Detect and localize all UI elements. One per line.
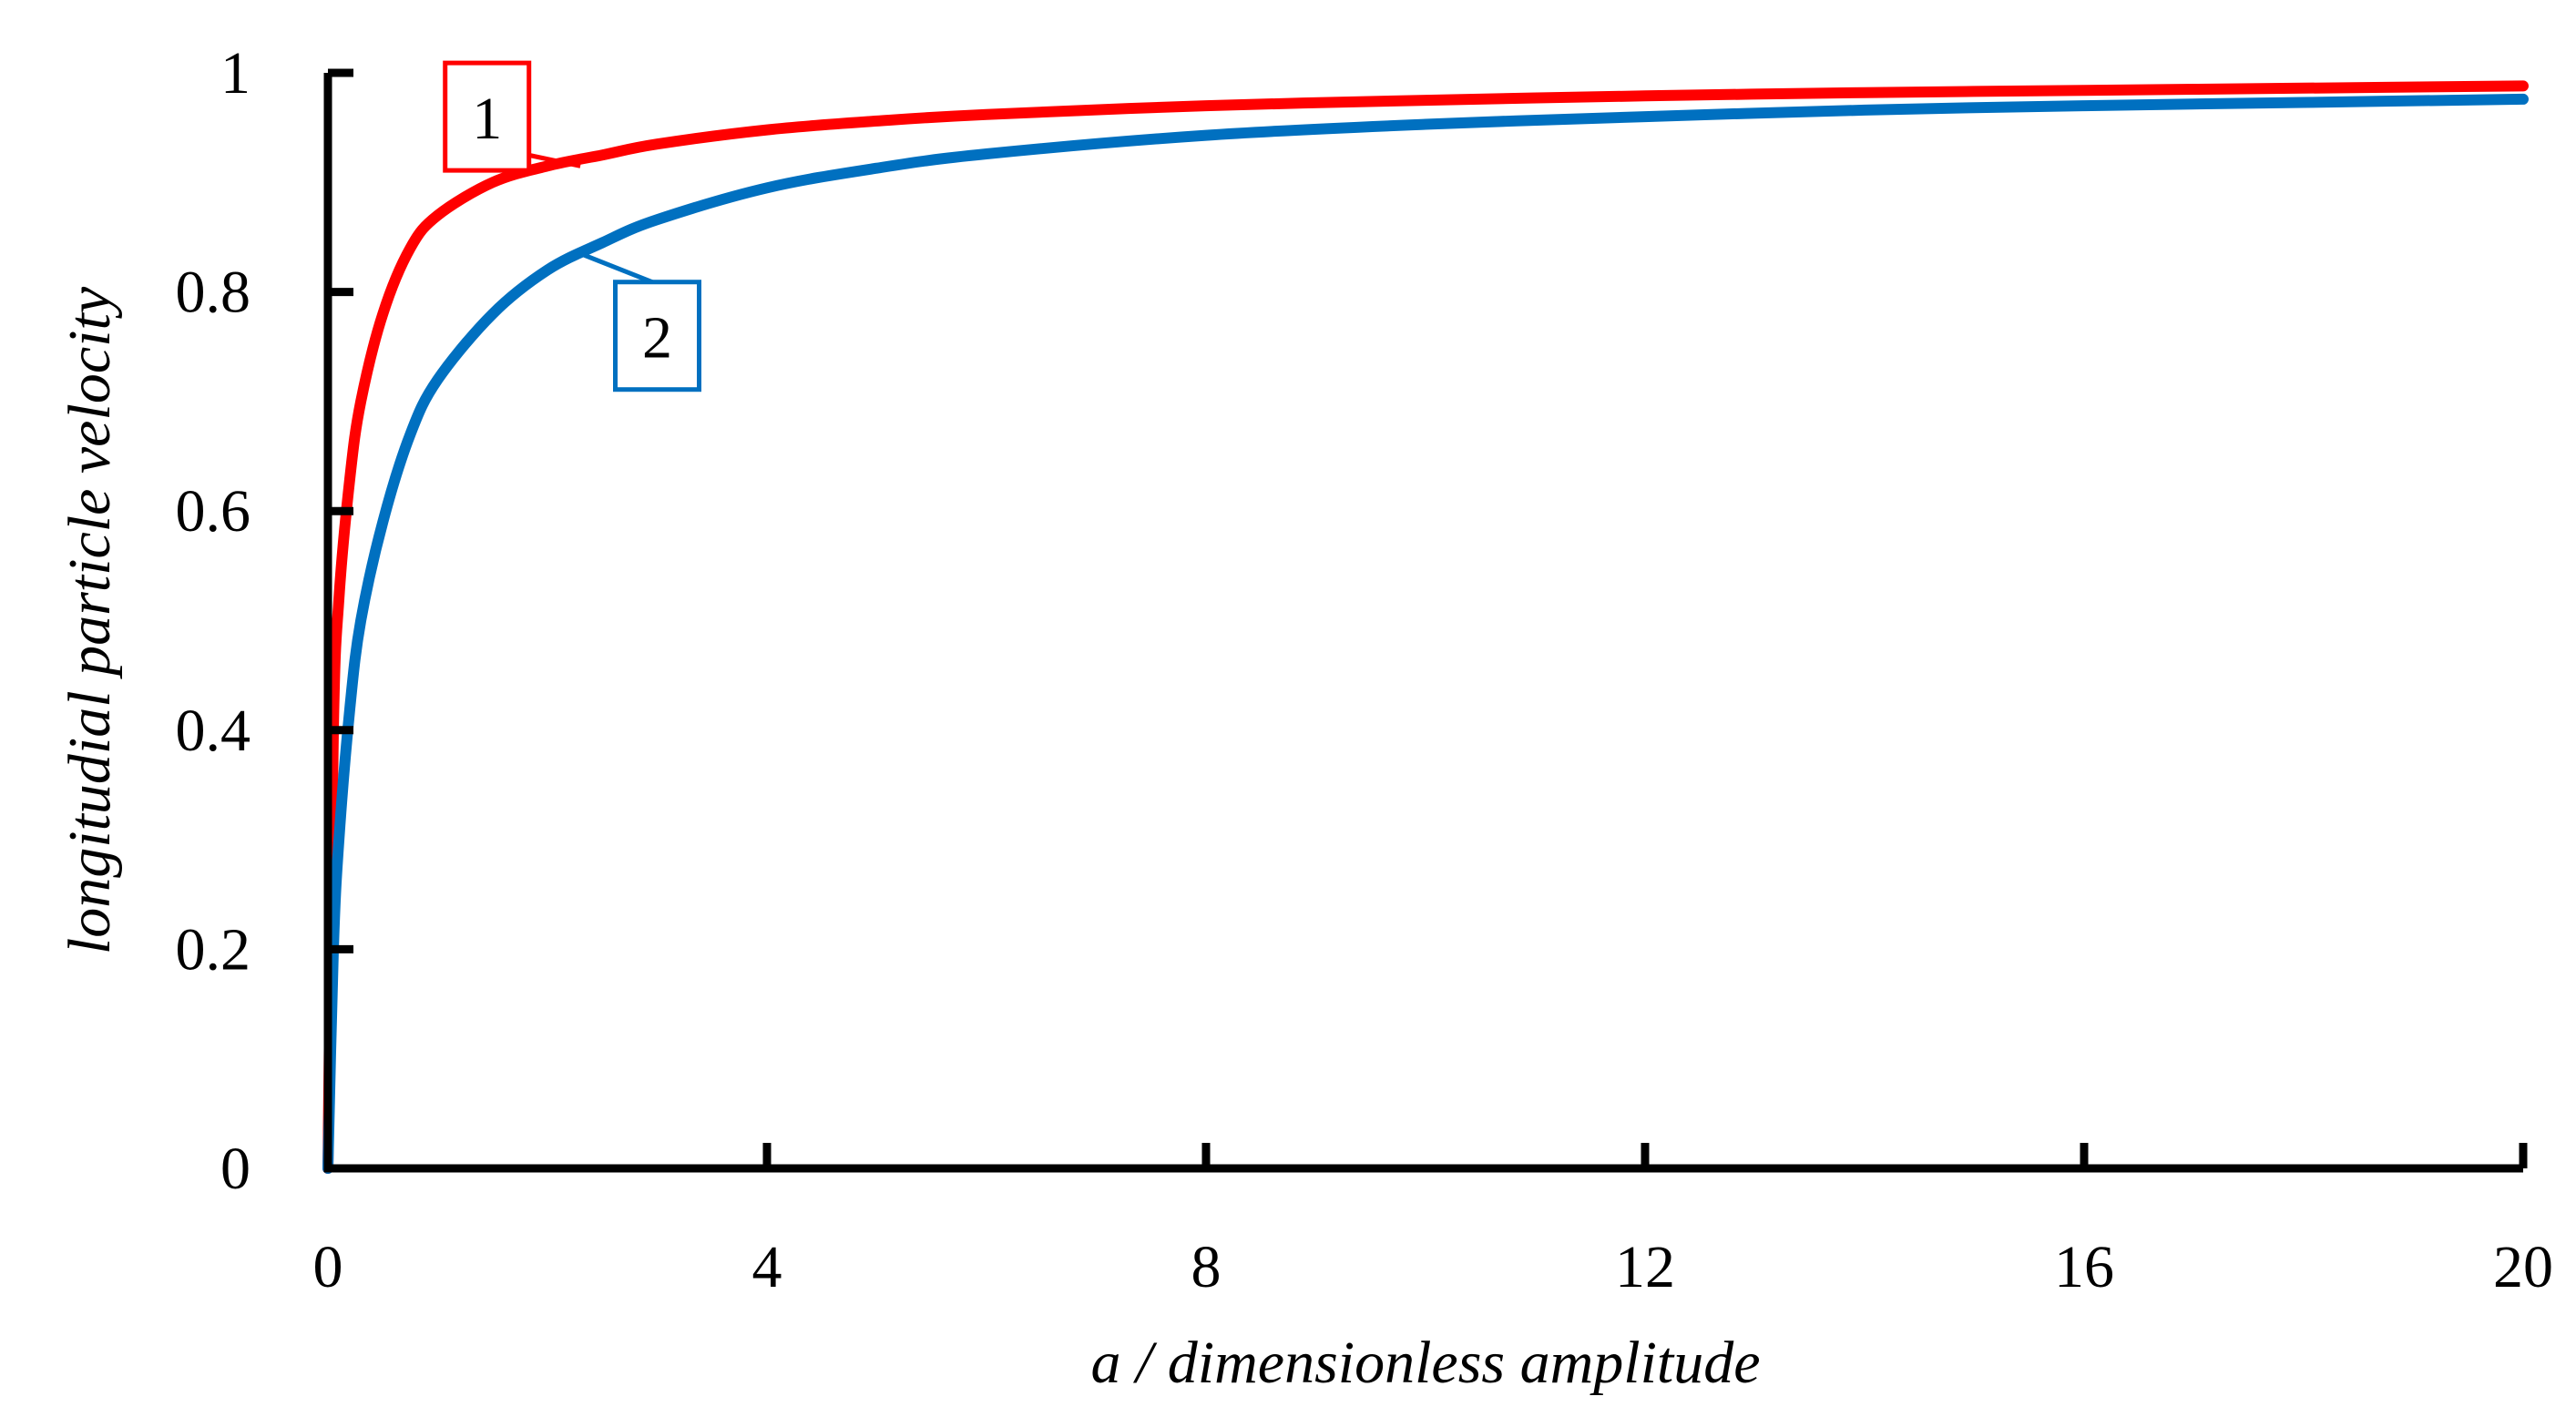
y-tick-label: 0.2 — [176, 916, 251, 983]
callout-label: 1 — [472, 86, 502, 152]
callout-box — [613, 280, 701, 392]
y-axis-title: longitudial particle velocity — [56, 286, 123, 954]
y-tick-label: 0.4 — [176, 698, 251, 764]
series-line-2 — [322, 93, 2529, 1174]
x-tick-label: 20 — [2493, 1234, 2553, 1300]
series-line-1 — [322, 80, 2529, 1174]
callouts-layer: 12 — [443, 60, 701, 392]
y-tick-label: 0 — [220, 1136, 250, 1202]
y-tick-label: 0.6 — [176, 478, 251, 545]
callout-2: 2 — [579, 251, 701, 392]
x-tick-label: 16 — [2054, 1234, 2114, 1300]
x-tick-label: 0 — [313, 1234, 343, 1300]
callout-label: 2 — [642, 305, 672, 372]
x-axis-title: a / dimensionless amplitude — [1090, 1330, 1760, 1396]
axes-layer — [323, 73, 2523, 1173]
x-tick-label: 8 — [1191, 1234, 1222, 1300]
callout-1: 1 — [443, 60, 581, 173]
series-layer — [322, 80, 2529, 1174]
y-tick-label: 1 — [220, 40, 250, 107]
callout-leader — [523, 151, 581, 168]
x-tick-label: 4 — [752, 1234, 782, 1300]
callout-box — [443, 60, 532, 173]
ticks-layer: 00.20.40.60.810 4 8 12 16 20 — [176, 40, 2554, 1300]
y-tick-label: 0.8 — [176, 260, 251, 326]
x-tick-label: 12 — [1615, 1234, 1675, 1300]
